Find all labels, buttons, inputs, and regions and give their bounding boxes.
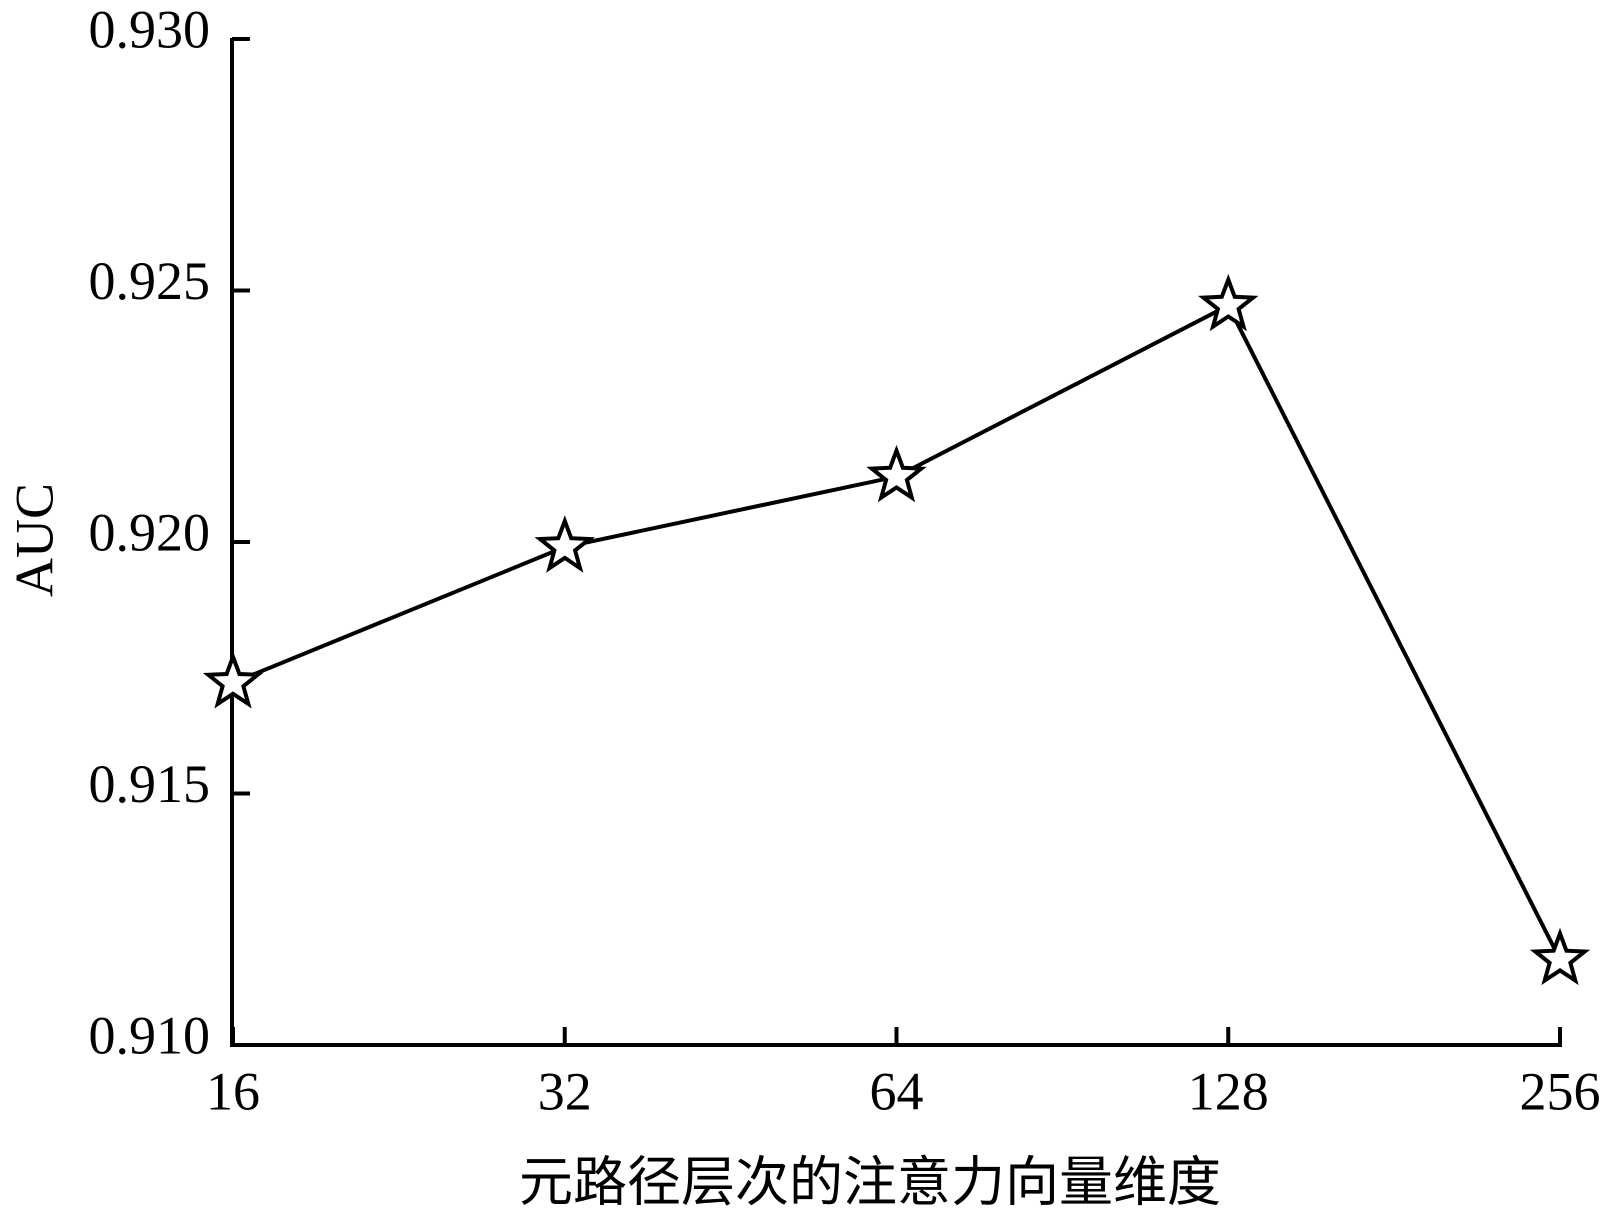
y-tick-label: 0.925	[89, 251, 211, 311]
y-tick-label: 0.930	[89, 0, 211, 59]
x-axis-label: 元路径层次的注意力向量维度	[519, 1152, 1221, 1212]
data-line	[232, 303, 1562, 961]
y-tick-label: 0.910	[89, 1005, 211, 1065]
y-tick-label: 0.920	[89, 502, 211, 562]
y-tick-label: 0.915	[89, 754, 211, 814]
x-tick-label: 16	[206, 1061, 260, 1121]
star-marker	[1529, 927, 1591, 986]
star-marker	[1198, 273, 1259, 332]
y-axis-label: AUC	[4, 483, 64, 597]
x-tick-label: 128	[1188, 1061, 1269, 1121]
star-marker	[534, 515, 595, 573]
star-marker	[866, 444, 927, 503]
x-tick-label: 256	[1520, 1061, 1601, 1121]
star-marker	[202, 651, 264, 709]
x-tick-label: 32	[538, 1061, 592, 1121]
x-tick-label: 64	[870, 1061, 924, 1121]
